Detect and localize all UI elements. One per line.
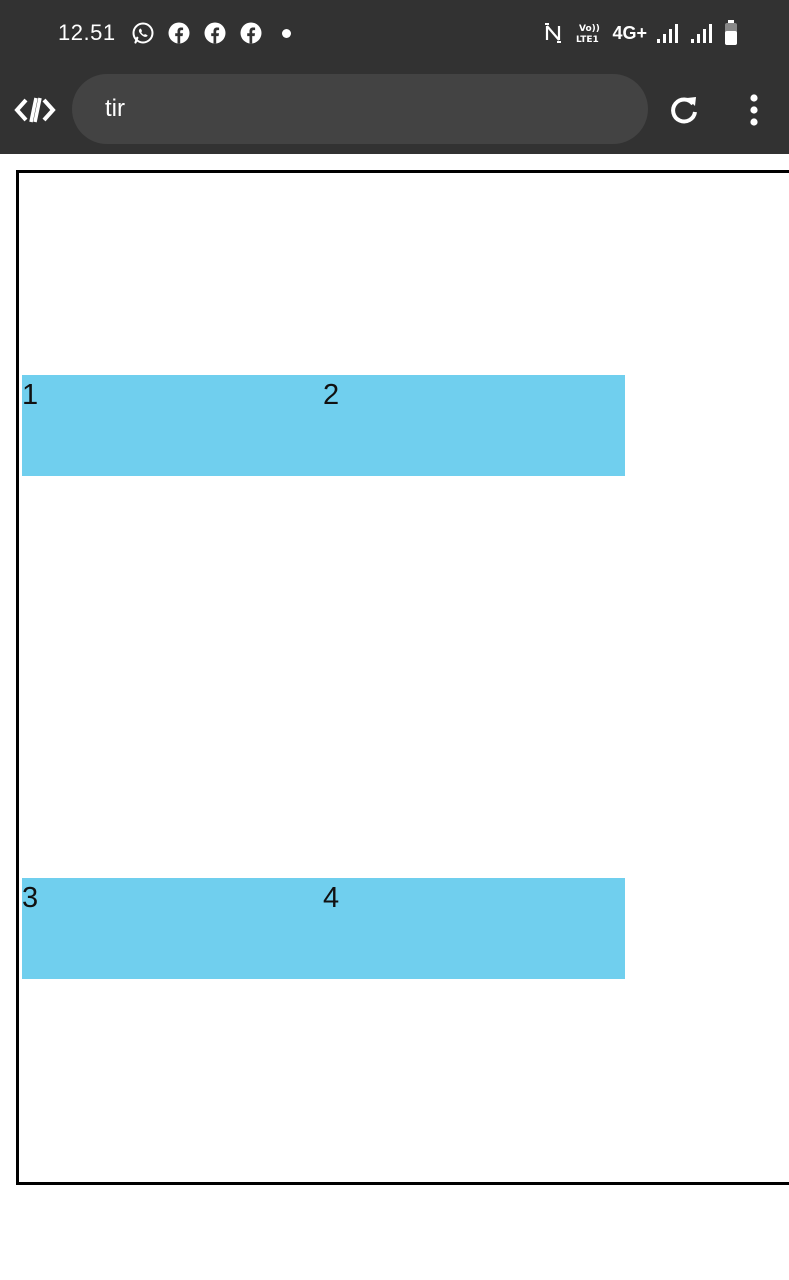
status-bar: 12.51 [0, 0, 789, 66]
table-cell: 2 [323, 379, 340, 411]
svg-text:LTE1: LTE1 [576, 35, 599, 45]
url-text[interactable]: tir [105, 95, 125, 122]
table-cell: 3 [22, 882, 39, 914]
facebook-icon [238, 20, 264, 46]
network-type: 4G+ [612, 22, 647, 43]
page-table-frame: 1 2 3 4 [16, 170, 789, 1185]
volte-icon: Vo)) LTE1 [574, 20, 604, 46]
more-notifications-dot-icon [281, 28, 291, 38]
url-bar[interactable]: tir [72, 74, 648, 144]
reload-icon [671, 97, 697, 124]
table-cell: 1 [22, 379, 39, 411]
overflow-menu-button[interactable] [740, 90, 768, 130]
reload-button[interactable] [664, 90, 704, 130]
table-cell: 4 [323, 882, 340, 914]
facebook-icon [202, 20, 228, 46]
more-vertical-icon [750, 94, 758, 126]
status-right: Vo)) LTE1 4G+ [540, 18, 739, 48]
signal-strength-icon [655, 20, 681, 46]
signal-strength-icon [689, 20, 715, 46]
battery-icon [723, 20, 739, 46]
svg-text:Vo)): Vo)) [579, 24, 600, 34]
table-row: 1 2 [22, 375, 625, 476]
nfc-icon [540, 20, 566, 46]
whatsapp-icon [130, 20, 156, 46]
browser-logo-icon[interactable] [14, 94, 56, 126]
table-row: 3 4 [22, 878, 625, 979]
status-time: 12.51 [58, 20, 116, 45]
facebook-icon [166, 20, 192, 46]
browser-toolbar: tir [0, 66, 789, 154]
status-left: 12.51 [58, 18, 291, 48]
